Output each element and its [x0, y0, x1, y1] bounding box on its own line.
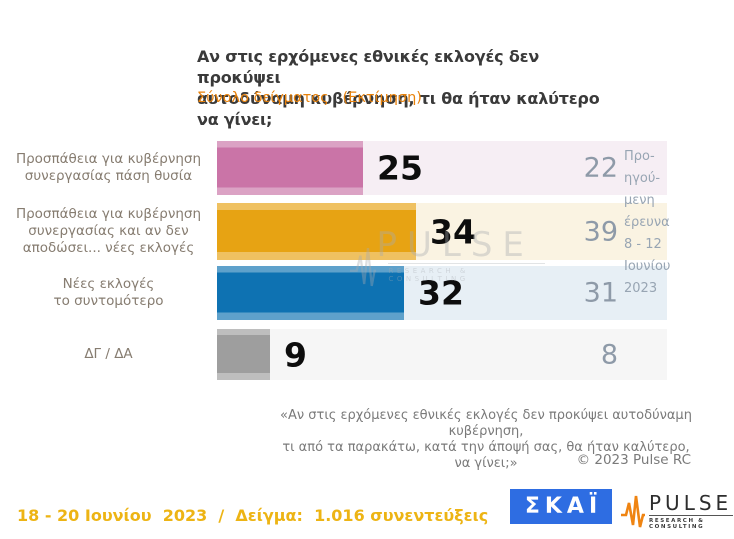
fieldwork-sample-text: 18 - 20 Ιουνίου 2023 / Δείγμα: 1.016 συν… — [17, 506, 489, 525]
chart-row: ΔΓ / ΔΑ 9 8 — [0, 329, 734, 380]
chart-title: Αν στις ερχόμενες εθνικές εκλογές δεν πρ… — [197, 47, 600, 129]
value-label: 25 — [377, 148, 423, 188]
row-band: 9 8 — [217, 329, 667, 380]
row-band: 25 22 — [217, 141, 667, 195]
watermark-wordmark: PULSE — [376, 225, 534, 265]
pulse-logo-tagline: RESEARCH & CONSULTING — [649, 514, 733, 530]
row-band: 32 31 — [217, 266, 667, 320]
value-label: 34 — [430, 212, 476, 251]
value-label: 32 — [418, 273, 464, 313]
row-band: 34 39 — [217, 203, 667, 260]
question-annotation: «Αν στις ερχόμενες εθνικές εκλογές δεν π… — [280, 408, 692, 471]
pulse-waveform-icon — [621, 495, 645, 528]
bar — [217, 329, 270, 380]
chart-row: Προσπάθεια για κυβέρνηση συνεργασίας πάσ… — [0, 141, 734, 195]
category-label: Νέες εκλογές το συντομότερο — [53, 276, 164, 309]
category-label: Προσπάθεια για κυβέρνηση συνεργασίας και… — [15, 206, 202, 256]
pulse-watermark: PULSE RESEARCH & CONSULTING — [350, 227, 545, 293]
previous-value: 8 — [600, 339, 618, 370]
skai-logo-text: ΣΚΑΪ — [524, 494, 603, 519]
pulse-logo-wordmark: PULSE — [649, 490, 733, 515]
pulse-logo: PULSE RESEARCH & CONSULTING — [621, 490, 733, 532]
category-label: Προσπάθεια για κυβέρνηση συνεργασίας πάσ… — [15, 151, 202, 184]
category-label: ΔΓ / ΔΑ — [84, 346, 133, 362]
previous-value: 31 — [583, 277, 618, 309]
previous-survey-note: Προ- ηγού- μενη έρευνα 8 - 12 Ιουνίου 20… — [624, 149, 671, 296]
copyright-text: © 2023 Pulse RC — [576, 452, 691, 468]
skai-logo: ΣΚΑΪ — [510, 489, 612, 524]
chart-subtitle: Σύνολο δείγματος (Εκτίμηση) — [197, 90, 422, 106]
value-label: 9 — [284, 335, 307, 374]
bar — [217, 141, 363, 195]
chart-row: Προσπάθεια για κυβέρνηση συνεργασίας και… — [0, 203, 734, 260]
chart-row: Νέες εκλογές το συντομότερο 32 31 — [0, 266, 734, 320]
waveform-icon — [350, 247, 377, 287]
previous-value: 22 — [583, 152, 618, 184]
watermark-tagline: RESEARCH & CONSULTING — [388, 263, 545, 283]
bar — [217, 203, 416, 260]
previous-value: 39 — [583, 216, 618, 247]
bar — [217, 266, 404, 320]
